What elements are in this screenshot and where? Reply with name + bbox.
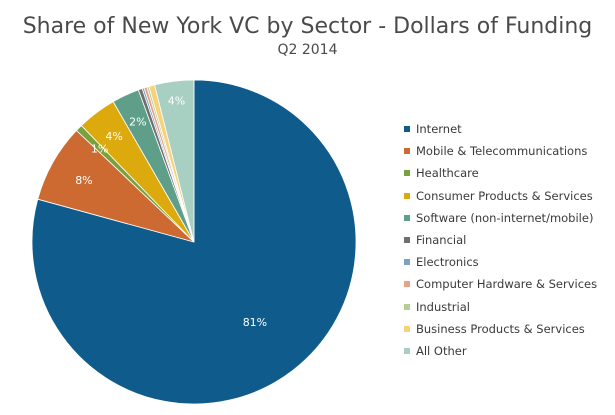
pie-slice-all-other [154,79,195,243]
legend-swatch [404,347,410,354]
legend-item-mobile-and-telecommunications: Mobile & Telecommunications [404,140,597,162]
legend-label: Industrial [416,299,470,314]
legend-swatch [404,281,410,288]
legend-item-all-other: All Other [404,340,597,362]
legend-swatch [404,170,410,177]
legend-label: All Other [416,343,467,358]
legend-item-consumer-products-and-services: Consumer Products & Services [404,185,597,207]
data-label-internet: 81% [243,316,267,329]
legend-swatch [404,192,410,199]
legend-item-industrial: Industrial [404,296,597,318]
pie-slice-internet [31,79,357,405]
legend-item-electronics: Electronics [404,251,597,273]
legend-label: Electronics [416,255,479,270]
legend-swatch [404,325,410,332]
chart-title: Share of New York VC by Sector - Dollars… [22,14,593,39]
legend-swatch [404,148,410,155]
legend-label: Software (non-internet/mobile) [416,210,594,225]
chart-subtitle: Q2 2014 [277,42,338,58]
legend-swatch [404,237,410,244]
legend-label: Financial [416,233,467,248]
legend-swatch [404,214,410,221]
chart-legend: Internet Mobile & Telecommunications Healt… [404,118,597,362]
data-label-software-non-internet-mobile: 2% [129,116,146,129]
legend-label: Mobile & Telecommunications [416,144,588,159]
legend-swatch [404,303,410,310]
legend-label: Internet [416,122,462,137]
legend-label: Healthcare [416,166,479,181]
data-label-all-other: 4% [168,95,185,108]
legend-swatch [404,259,410,266]
legend-item-software-non-internet-mobile: Software (non-internet/mobile) [404,207,597,229]
data-label-mobile-and-telecommunications: 8% [75,174,92,187]
legend-item-financial: Financial [404,229,597,251]
legend-label: Business Products & Services [416,321,585,336]
legend-label: Computer Hardware & Services [416,277,598,292]
legend-item-healthcare: Healthcare [404,162,597,184]
legend-label: Consumer Products & Services [416,188,593,203]
data-label-healthcare-extra: 1% [91,143,108,156]
legend-item-internet: Internet [404,118,597,140]
legend-swatch [404,126,410,133]
legend-item-business-products-and-services: Business Products & Services [404,318,597,340]
legend-item-computer-hardware-and-services: Computer Hardware & Services [404,273,597,295]
data-label-consumer-products-and-services: 4% [105,130,122,143]
